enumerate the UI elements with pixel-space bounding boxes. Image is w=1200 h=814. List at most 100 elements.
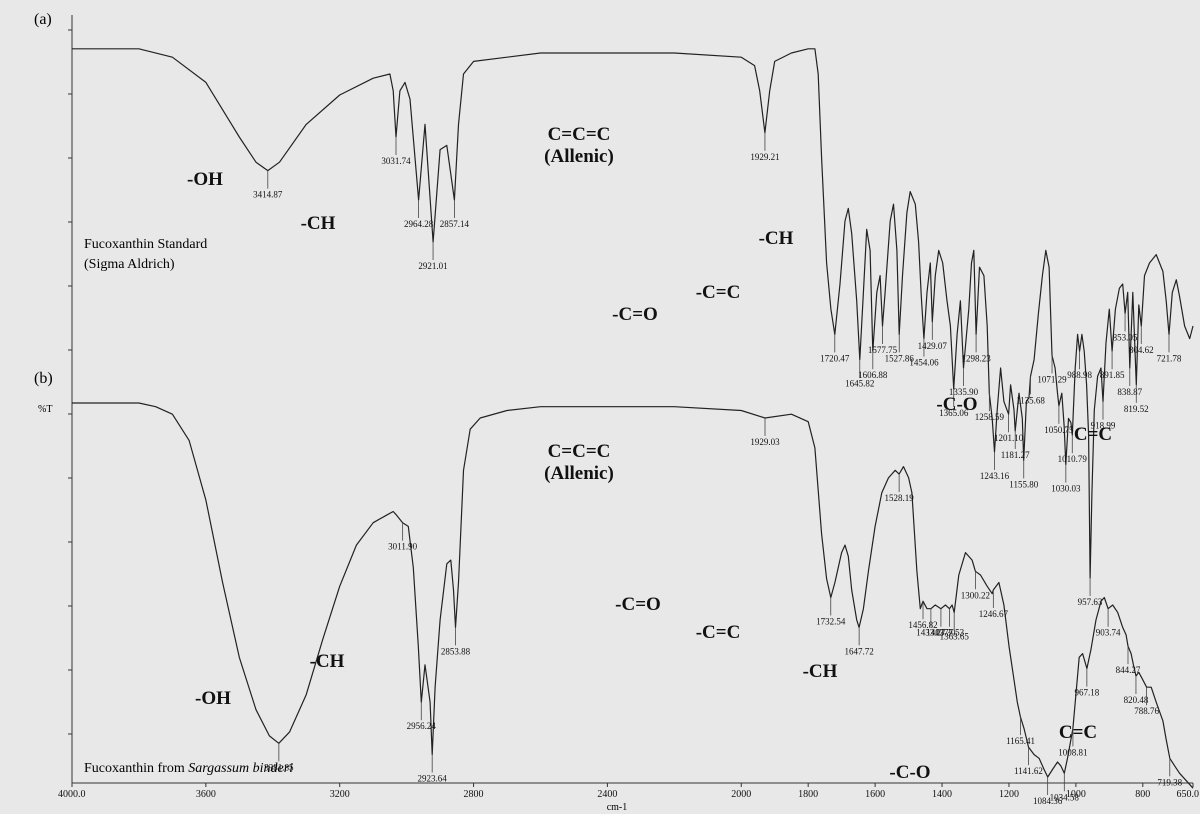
x-tick-label: 650.0 (1177, 789, 1200, 800)
peak-label: 967.18 (1074, 688, 1099, 698)
series-line-b (72, 402, 1194, 789)
peak-label: 1034.58 (1050, 792, 1080, 802)
peak-label: 2857.14 (440, 219, 470, 229)
peak-label: 1155.80 (1009, 479, 1038, 489)
peak-label: 891.85 (1100, 370, 1125, 380)
functional-group-annotation: C=C=C (548, 441, 611, 462)
peak-label: 1577.75 (868, 345, 898, 355)
x-tick-label: 1000 (1066, 789, 1086, 800)
peak-label: 1181.27 (1001, 450, 1030, 460)
peak-label: 1141.62 (1014, 766, 1043, 776)
x-axis-label: cm-1 (607, 802, 628, 813)
peak-label: 1454.06 (909, 358, 939, 368)
peak-label: 1929.03 (750, 437, 780, 447)
functional-group-annotation: -OH (187, 169, 223, 190)
peak-label: 1720.47 (820, 353, 850, 363)
x-tick-label: 1600 (865, 789, 885, 800)
legend-a-line-1: Fucoxanthin Standard (84, 237, 207, 252)
peak-label: 3011.90 (388, 542, 417, 552)
peak-label: 1300.22 (961, 590, 990, 600)
peak-label: 1165.41 (1006, 736, 1035, 746)
peak-label: 1456.82 (908, 620, 937, 630)
x-tick-label: 1200 (999, 789, 1019, 800)
y-axis-label: %T (38, 404, 52, 415)
peak-label: 988.98 (1067, 370, 1092, 380)
peak-label: 804.62 (1129, 345, 1154, 355)
x-tick-label: 2000 (731, 789, 751, 800)
peak-label: 1258.59 (975, 412, 1005, 422)
x-tick-label: 3200 (330, 789, 350, 800)
peak-label: 2956.24 (407, 721, 437, 731)
functional-group-annotation: -CH (759, 228, 794, 249)
series-layer (72, 48, 1194, 789)
peak-label: 1433.27 (916, 628, 946, 638)
peak-label: 1929.21 (750, 152, 779, 162)
x-tick-label: 1800 (798, 789, 818, 800)
functional-group-annotation: -C-O (936, 394, 977, 415)
peak-label: 1606.88 (858, 370, 888, 380)
peak-label: 3381.85 (264, 762, 294, 772)
annotation-layer: -OH-CHC=C=C(Allenic)-C=O-C=C-CH-C-OC=C-O… (187, 124, 1112, 783)
peak-label: 838.87 (1117, 387, 1142, 397)
functional-group-annotation: -C=C (696, 622, 741, 643)
panel-a-label: (a) (34, 11, 52, 28)
x-tick-label: 2400 (597, 789, 617, 800)
peak-label: 788.76 (1134, 706, 1159, 716)
x-tick-label: 3600 (196, 789, 216, 800)
peak-label: 1071.29 (1037, 374, 1067, 384)
functional-group-annotation: C=C=C (548, 124, 611, 145)
x-tick-label: 800 (1135, 789, 1150, 800)
peak-label: 903.74 (1096, 628, 1121, 638)
peak-label: 1429.07 (918, 341, 948, 351)
peak-label: 719.38 (1157, 777, 1182, 787)
peak-label: 1030.03 (1051, 484, 1081, 494)
peak-label: 1246.67 (979, 609, 1009, 619)
peak-label: 3031.74 (381, 156, 411, 166)
peak-label-layer: 3414.87 3031.74 2964.28 2921.01 2857.14 1929.… (253, 132, 1183, 806)
peak-label: 1201.10 (994, 433, 1024, 443)
series-line-a (72, 48, 1194, 579)
peak-label: 2923.64 (418, 774, 448, 784)
peak-label: 1527.86 (885, 353, 915, 363)
peak-label: 844.27 (1116, 665, 1141, 675)
functional-group-annotation: -C=O (615, 594, 661, 615)
peak-label: 1298.23 (961, 353, 991, 363)
functional-group-annotation: -CH (301, 213, 336, 234)
functional-group-annotation: -C-O (889, 762, 930, 783)
peak-label: 820.48 (1124, 695, 1149, 705)
legend-a-line-2: (Sigma Aldrich) (84, 257, 175, 272)
functional-group-annotation: -OH (195, 688, 231, 709)
x-tick-label: 2800 (464, 789, 484, 800)
axes-layer: 4000.0 3600 3200 2800 2400 2000 1800 1600 1400 12… (58, 15, 1199, 800)
peak-label: 1403.30 (926, 628, 956, 638)
peak-label: 2921.01 (418, 261, 447, 271)
legend-b-prefix: Fucoxanthin from (84, 761, 188, 776)
functional-group-annotation: -CH (803, 661, 838, 682)
peak-label: 853.05 (1113, 332, 1138, 342)
peak-label: 3414.87 (253, 190, 283, 200)
peak-label: 1010.79 (1058, 454, 1088, 464)
x-tick-label: 1400 (932, 789, 952, 800)
legend-b-species: Sargassum binderi (188, 761, 293, 776)
peak-label: 957.63 (1078, 597, 1103, 607)
functional-group-annotation: -C=O (612, 304, 658, 325)
peak-label: 1084.36 (1033, 796, 1063, 806)
peak-label: 819.52 (1124, 404, 1149, 414)
peak-label: 1050.75 (1044, 425, 1074, 435)
legend-b: Fucoxanthin from Sargassum binderi (84, 761, 293, 776)
panel-b-label: (b) (34, 370, 53, 387)
peak-label: 721.78 (1157, 353, 1182, 363)
peak-label: 1528.19 (885, 493, 915, 503)
peak-label: 1645.82 (845, 379, 874, 389)
functional-group-annotation: (Allenic) (544, 463, 614, 484)
peak-label: 1135.68 (1016, 395, 1045, 405)
functional-group-annotation: C=C (1074, 424, 1112, 445)
peak-label: 1335.90 (949, 387, 979, 397)
peak-label: 1008.81 (1058, 747, 1087, 757)
peak-label: 1732.54 (816, 616, 846, 626)
x-tick-label: 4000.0 (58, 789, 86, 800)
peak-label: 1365.06 (939, 408, 969, 418)
peak-label: 2853.88 (441, 646, 471, 656)
functional-group-annotation: C=C (1059, 722, 1097, 743)
